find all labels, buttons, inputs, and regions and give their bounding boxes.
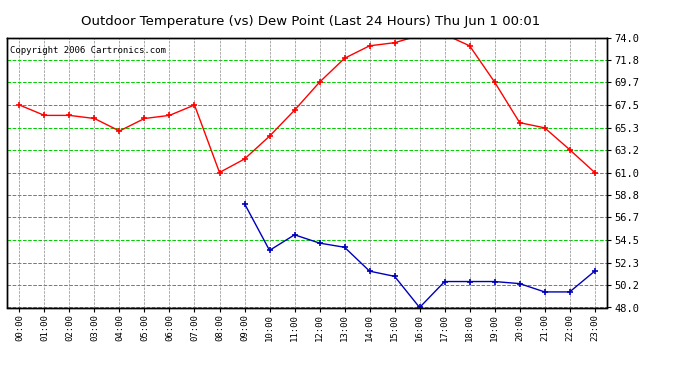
Text: Outdoor Temperature (vs) Dew Point (Last 24 Hours) Thu Jun 1 00:01: Outdoor Temperature (vs) Dew Point (Last…: [81, 15, 540, 28]
Text: Copyright 2006 Cartronics.com: Copyright 2006 Cartronics.com: [10, 46, 166, 55]
